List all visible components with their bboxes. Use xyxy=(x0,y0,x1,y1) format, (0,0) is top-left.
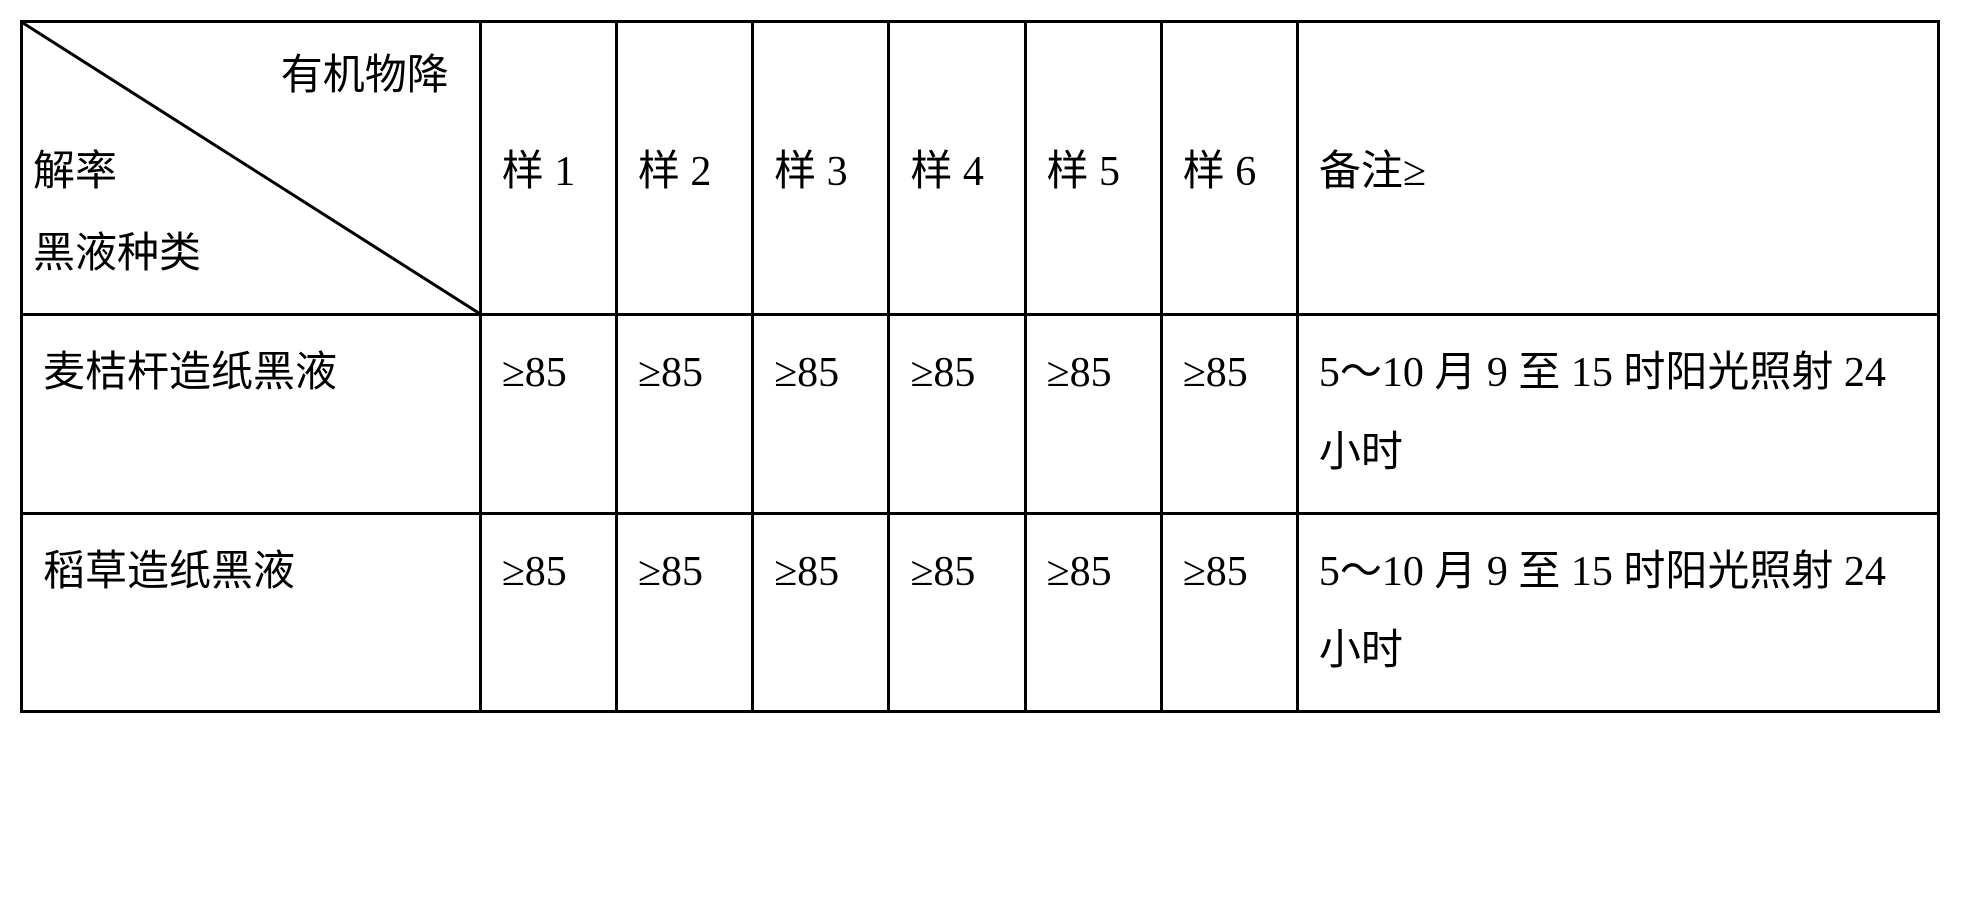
cell-value: ≥85 xyxy=(753,315,889,514)
col-header-sample: 样 3 xyxy=(753,22,889,315)
data-table: 有机物降 解率 黑液种类 样 1 样 2 样 3 样 4 样 5 样 6 备注≥… xyxy=(20,20,1940,713)
cell-value: ≥85 xyxy=(753,513,889,712)
col-header-sample: 样 4 xyxy=(889,22,1025,315)
diagonal-mid-label: 解率 xyxy=(33,133,117,213)
col-header-sample: 样 6 xyxy=(1161,22,1297,315)
cell-remark: 5～10 月 9 至 15 时阳光照射 24 小时 xyxy=(1297,315,1938,514)
table-row: 麦桔杆造纸黑液 ≥85 ≥85 ≥85 ≥85 ≥85 ≥85 5～10 月 9… xyxy=(22,315,1939,514)
table-row: 稻草造纸黑液 ≥85 ≥85 ≥85 ≥85 ≥85 ≥85 5～10 月 9 … xyxy=(22,513,1939,712)
table-header-row: 有机物降 解率 黑液种类 样 1 样 2 样 3 样 4 样 5 样 6 备注≥ xyxy=(22,22,1939,315)
diagonal-top-label: 有机物降 xyxy=(281,37,449,117)
cell-value: ≥85 xyxy=(480,315,616,514)
col-header-remark: 备注≥ xyxy=(1297,22,1938,315)
col-header-sample: 样 2 xyxy=(616,22,752,315)
col-header-sample: 样 5 xyxy=(1025,22,1161,315)
diagonal-bottom-label: 黑液种类 xyxy=(33,215,201,295)
col-header-sample: 样 1 xyxy=(480,22,616,315)
cell-value: ≥85 xyxy=(1025,315,1161,514)
cell-value: ≥85 xyxy=(616,315,752,514)
cell-value: ≥85 xyxy=(480,513,616,712)
diagonal-header-cell: 有机物降 解率 黑液种类 xyxy=(22,22,481,315)
cell-value: ≥85 xyxy=(889,513,1025,712)
cell-value: ≥85 xyxy=(1161,513,1297,712)
cell-remark: 5～10 月 9 至 15 时阳光照射 24 小时 xyxy=(1297,513,1938,712)
cell-value: ≥85 xyxy=(1161,315,1297,514)
cell-value: ≥85 xyxy=(889,315,1025,514)
cell-value: ≥85 xyxy=(616,513,752,712)
cell-value: ≥85 xyxy=(1025,513,1161,712)
row-label: 麦桔杆造纸黑液 xyxy=(22,315,481,514)
row-label: 稻草造纸黑液 xyxy=(22,513,481,712)
